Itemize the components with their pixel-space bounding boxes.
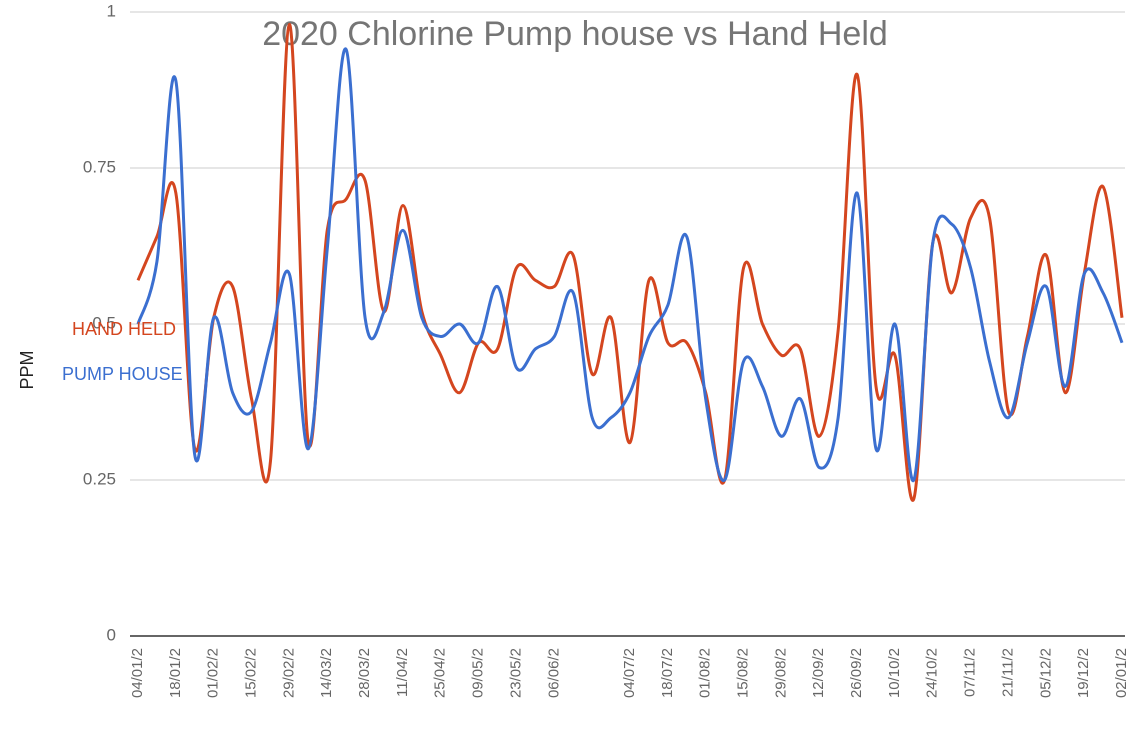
chart-title: 2020 Chlorine Pump house vs Hand Held xyxy=(262,15,888,53)
y-tick-label: 0.5 xyxy=(92,313,116,332)
x-tick-label: 28/03/2 xyxy=(356,648,373,698)
series-line xyxy=(136,22,1124,502)
y-tick-label: 0 xyxy=(107,625,116,644)
x-tick-label: 12/09/2 xyxy=(810,648,827,698)
y-tick-label: 0.75 xyxy=(83,157,116,176)
x-tick-label: 06/06/2 xyxy=(545,648,562,698)
y-tick-label: 0.25 xyxy=(83,469,116,488)
x-tick-label: 18/07/2 xyxy=(659,648,676,698)
x-tick-label: 02/01/2 xyxy=(1113,648,1130,698)
y-axis-label: PPM xyxy=(17,350,37,389)
x-tick-label: 15/02/2 xyxy=(243,648,260,698)
legend-label: HAND HELD xyxy=(72,319,176,339)
x-tick-label: 11/04/2 xyxy=(394,648,411,697)
x-tick-label: 18/01/2 xyxy=(167,648,184,698)
x-tick-label: 07/11/2 xyxy=(962,648,979,697)
y-tick-label: 1 xyxy=(107,1,116,20)
x-tick-label: 04/07/2 xyxy=(621,648,638,698)
x-tick-label: 10/10/2 xyxy=(886,648,903,698)
series-line xyxy=(136,47,1124,482)
legend-label: PUMP HOUSE xyxy=(62,364,183,384)
x-tick-label: 26/09/2 xyxy=(848,648,865,698)
x-tick-label: 01/02/2 xyxy=(205,648,222,698)
x-tick-label: 24/10/2 xyxy=(924,648,941,698)
x-tick-label: 15/08/2 xyxy=(735,648,752,698)
x-tick-label: 23/05/2 xyxy=(507,648,524,698)
x-tick-label: 04/01/2 xyxy=(129,648,146,698)
x-tick-label: 25/04/2 xyxy=(432,648,449,698)
x-tick-label: 09/05/2 xyxy=(470,648,487,698)
x-tick-label: 19/12/2 xyxy=(1075,648,1092,698)
x-tick-label: 21/11/2 xyxy=(999,648,1016,697)
x-tick-label: 01/08/2 xyxy=(697,648,714,698)
x-tick-label: 05/12/2 xyxy=(1037,648,1054,698)
x-tick-label: 14/03/2 xyxy=(318,648,335,698)
x-tick-label: 29/02/2 xyxy=(280,648,297,698)
x-tick-label: 29/08/2 xyxy=(772,648,789,698)
